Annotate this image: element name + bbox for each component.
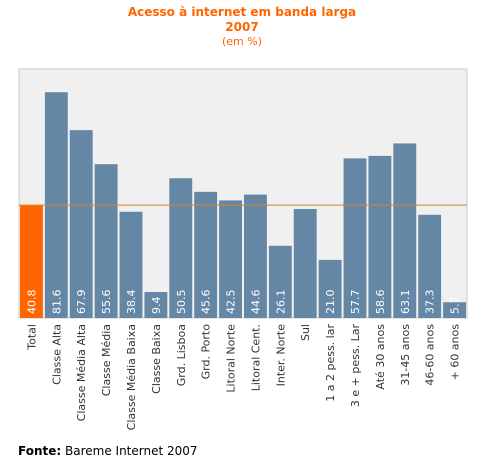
category-tick-label: Litoral Cent. (249, 324, 262, 391)
bar (194, 191, 218, 318)
chart-title: Acesso à internet em banda larga (127, 5, 357, 19)
chart-subtitle: (em %) (221, 35, 262, 48)
source-note: Fonte: Bareme Internet 2007 (18, 444, 198, 458)
bar (318, 259, 342, 318)
bar (244, 194, 267, 318)
category-tick-label: Sul (299, 324, 312, 341)
bar-chart: 40.8 Total 81.6 Classe Alta 67.9 Classe Média… (18, 68, 468, 430)
category-tick-label: Total (25, 324, 38, 351)
category-tick-label: Classe Média (100, 324, 113, 396)
bar-value-label: 55.6 (100, 290, 113, 315)
chart-year: 2007 (225, 20, 259, 34)
bar (20, 205, 43, 318)
bar-value-label: 38.4 (125, 290, 138, 315)
category-tick-label: Classe Baixa (150, 324, 163, 394)
category-tick-label: Classe Média Alta (75, 324, 88, 421)
bar-value-label: 44.6 (249, 290, 262, 315)
category-tick-label: Inter. Norte (274, 324, 287, 387)
category-tick-label: 1 a 2 pess. lar (324, 324, 337, 402)
bar-value-label: 26.1 (274, 290, 287, 315)
bar-value-label: 58.6 (374, 290, 387, 315)
bar (94, 164, 118, 318)
category-tick-label: 46-60 anos (424, 324, 437, 386)
bar (443, 302, 466, 318)
bar-value-label: 57.7 (349, 290, 362, 315)
category-tick-label: Classe Alta (50, 324, 63, 385)
bar-value-label: 50.5 (175, 290, 188, 315)
bar-value-label: 63.1 (399, 290, 412, 315)
bar-value-label: 40.8 (25, 290, 38, 315)
source-label: Fonte: (18, 444, 62, 458)
bar-value-label: 37.3 (424, 290, 437, 315)
bar (418, 214, 442, 318)
bar (368, 155, 392, 318)
bar-value-label: 45.6 (200, 290, 213, 315)
category-tick-label: 3 e + pess. Lar (349, 324, 362, 408)
category-tick-label: Grd. Porto (200, 324, 213, 380)
bar-value-label: 81.6 (50, 290, 63, 315)
bar-value-label: 42.5 (225, 290, 238, 315)
bar (219, 200, 242, 318)
category-tick-label: + 60 anos (449, 324, 462, 381)
bar-value-label: 9.4 (150, 297, 163, 315)
bar (119, 211, 143, 318)
category-tick-label: 31-45 anos (399, 324, 412, 386)
bar (169, 178, 193, 318)
bar (144, 291, 168, 318)
bar (293, 208, 317, 318)
category-tick-label: Litoral Norte (225, 324, 238, 393)
bar-value-label: 21.0 (324, 290, 337, 315)
bar (69, 130, 93, 318)
category-tick-label: Até 30 anos (374, 324, 387, 390)
bar (393, 143, 417, 318)
bar-value-label: 5.7 (449, 297, 462, 315)
plot-area (18, 68, 468, 319)
bar (343, 158, 367, 318)
category-tick-label: Grd. Lisboa (175, 324, 188, 386)
source-text: Bareme Internet 2007 (65, 444, 198, 458)
bar-value-label: 67.9 (75, 290, 88, 315)
bar (268, 245, 292, 318)
chart-title-block: Acesso à internet em banda larga 2007 (e… (0, 5, 484, 49)
category-tick-label: Classe Média Baixa (125, 324, 138, 430)
